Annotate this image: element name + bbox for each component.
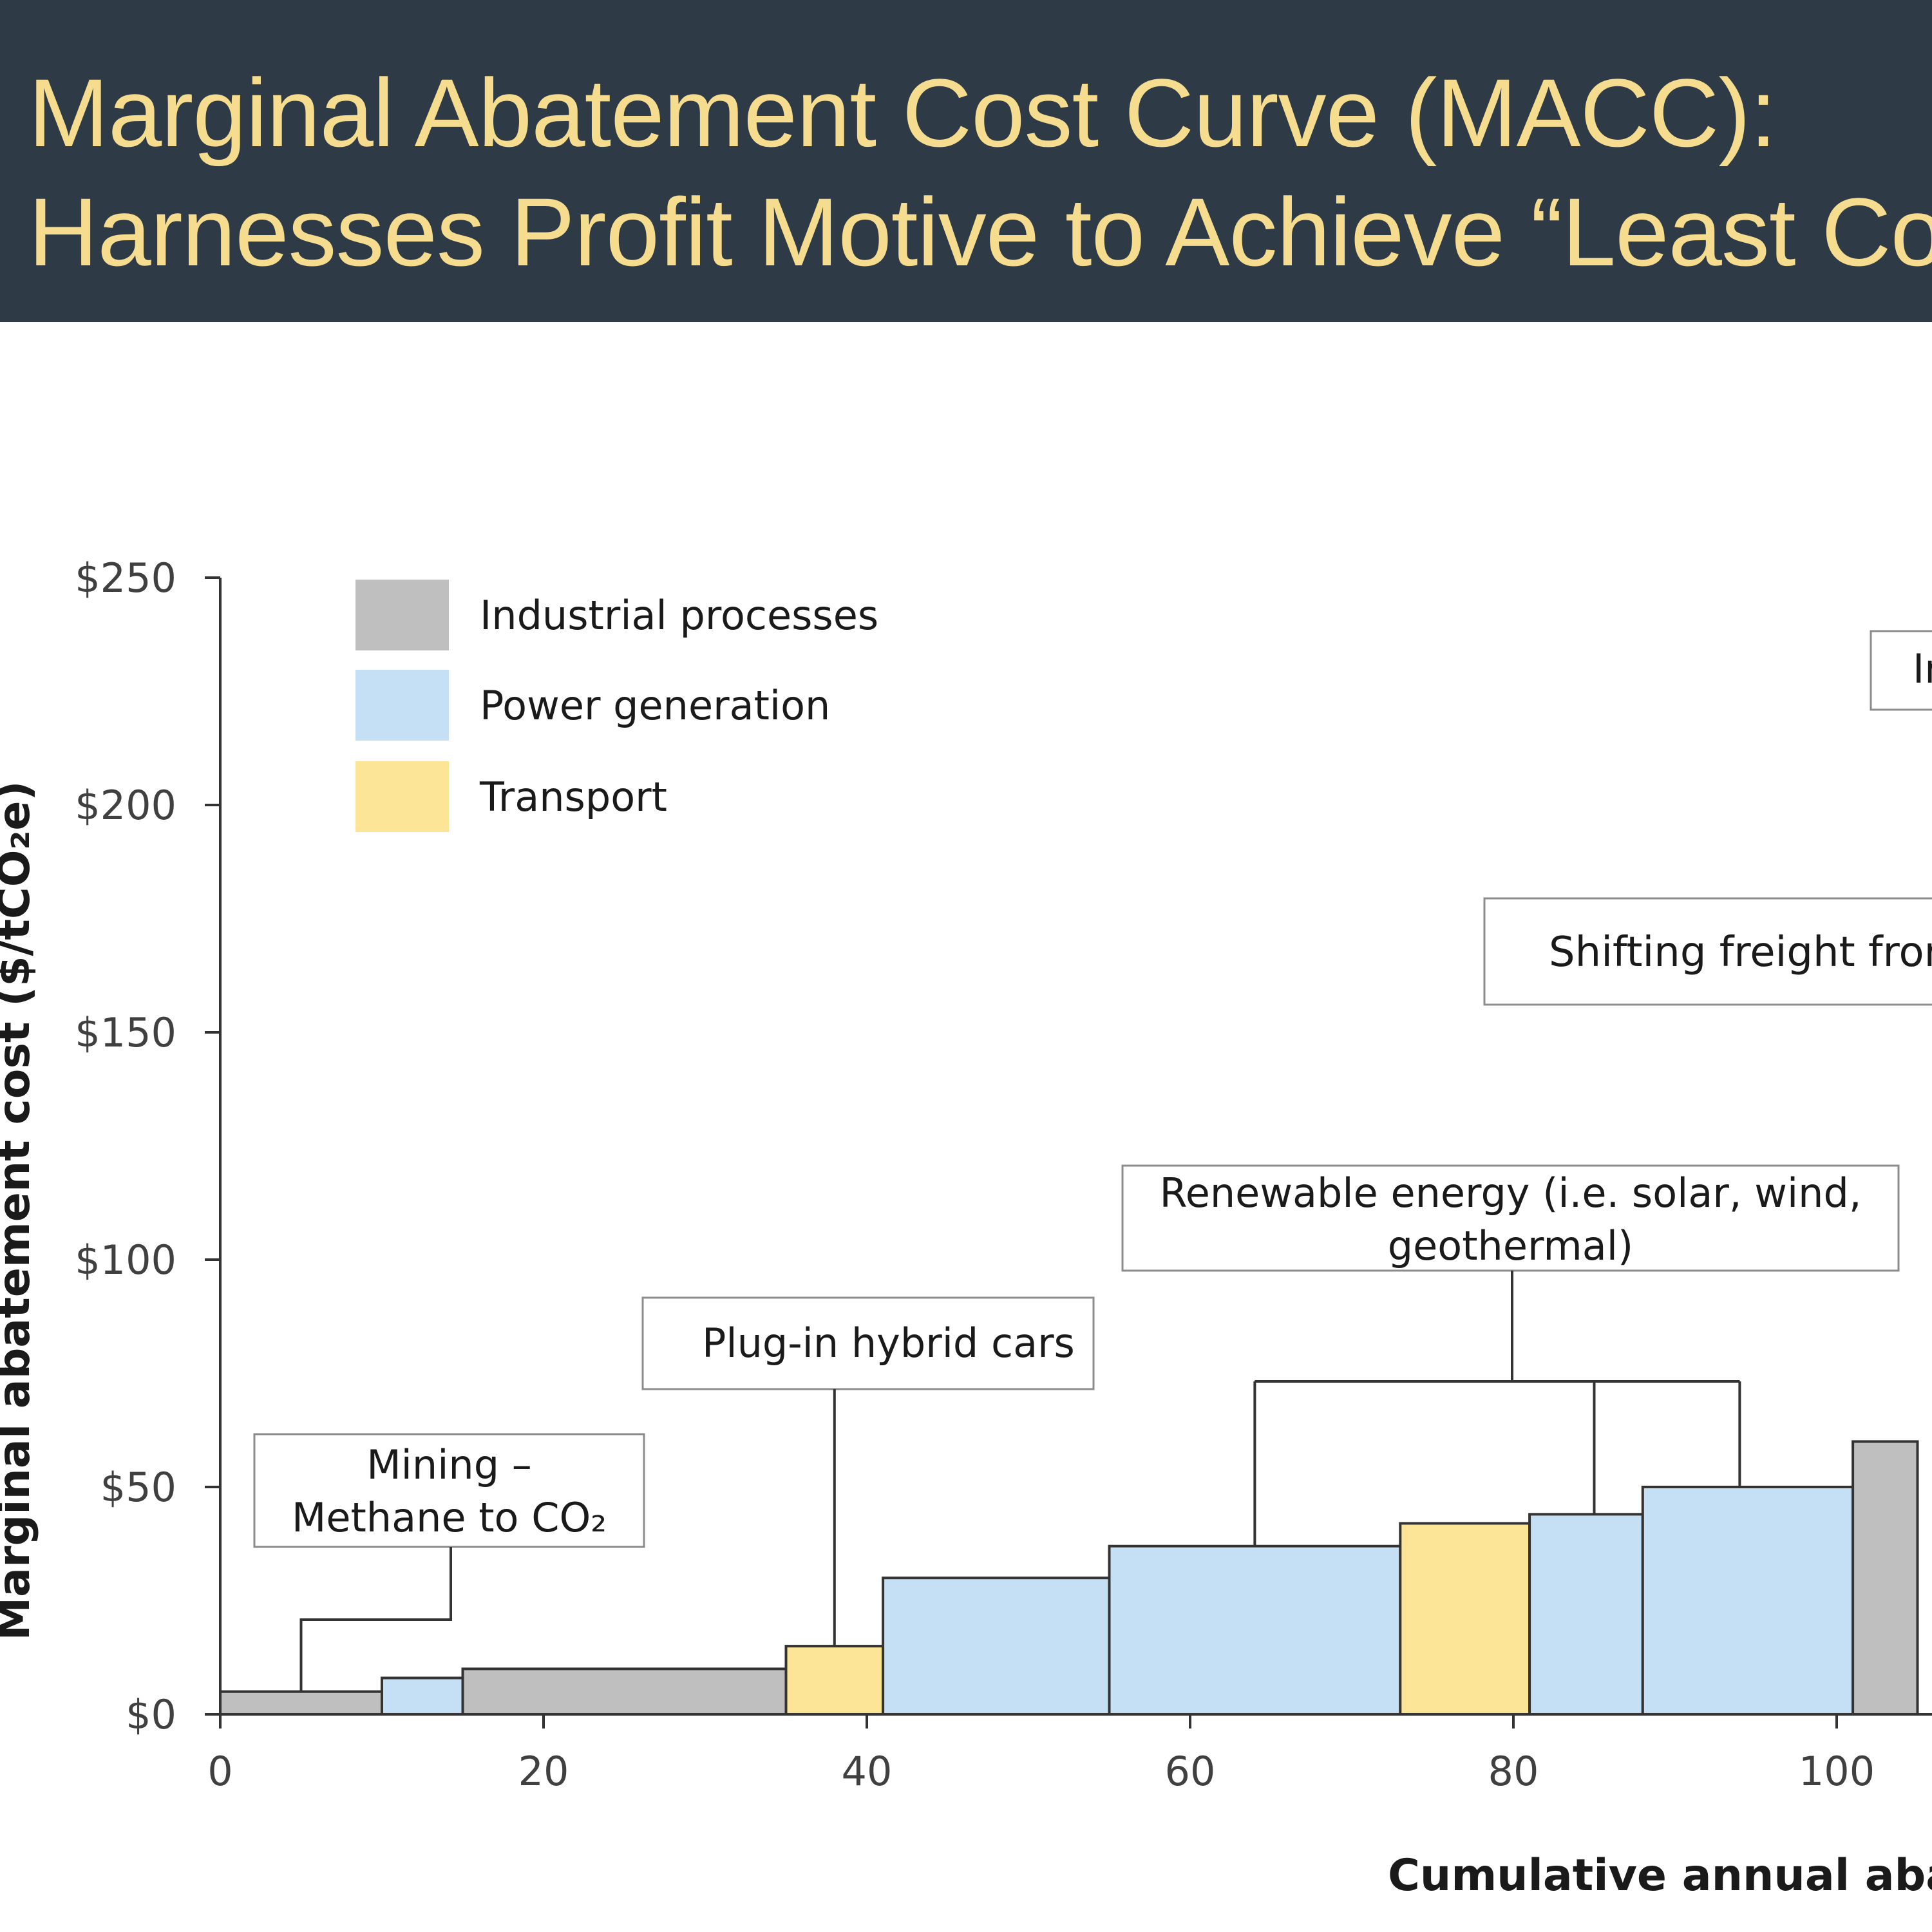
- callout-text: Methane to CO₂: [292, 1494, 607, 1541]
- macc-bar: [1399, 1522, 1531, 1716]
- callout-leader: [299, 1547, 452, 1692]
- macc-bar: [1641, 1486, 1855, 1716]
- legend-swatch: [355, 761, 449, 832]
- x-axis-title: Cumulative annual aba: [1388, 1850, 1932, 1901]
- callout-text: Renewable energy (i.e. solar, wind,: [1159, 1170, 1861, 1217]
- macc-bar: [784, 1645, 885, 1716]
- macc-bar: [1108, 1544, 1402, 1716]
- x-tick-label: 100: [1799, 1748, 1875, 1795]
- macc-bar: [461, 1667, 788, 1716]
- callout-box: [253, 1433, 645, 1548]
- legend-label: Industrial processes: [480, 592, 878, 639]
- slide-title-line-1: Marginal Abatement Cost Curve (MACC):: [28, 59, 1777, 167]
- y-tick-label: $200: [75, 782, 176, 829]
- callout-box: [1121, 1164, 1900, 1272]
- callout-box: [1483, 897, 1932, 1006]
- y-tick-label: $250: [75, 554, 176, 601]
- callout-text: Mining –: [366, 1441, 532, 1488]
- x-tick-label: 60: [1165, 1748, 1216, 1795]
- macc-bar: [882, 1577, 1111, 1716]
- legend-label: Transport: [479, 773, 667, 820]
- x-tick-label: 80: [1488, 1748, 1539, 1795]
- legend-label: Power generation: [480, 682, 830, 729]
- slide-header: Marginal Abatement Cost Curve (MACC): Ha…: [0, 0, 1932, 322]
- y-tick-label: $150: [75, 1009, 176, 1056]
- macc-bar: [1852, 1440, 1919, 1716]
- macc-bar: [219, 1690, 383, 1716]
- legend-swatch: [355, 670, 449, 741]
- x-tick-label: 20: [518, 1748, 569, 1795]
- y-tick-label: $50: [100, 1464, 176, 1511]
- callout-text: Plug-in hybrid cars: [702, 1320, 1075, 1367]
- macc-bar: [1528, 1513, 1644, 1716]
- callout-text: In: [1913, 645, 1932, 692]
- macc-bar: [381, 1676, 464, 1716]
- x-tick-label: 40: [842, 1748, 893, 1795]
- y-tick-label: $0: [126, 1691, 176, 1738]
- legend-swatch: [355, 580, 449, 650]
- slide-title-line-2: Harnesses Profit Motive to Achieve “Leas…: [28, 178, 1932, 286]
- callout-text: Shifting freight fron: [1549, 929, 1932, 976]
- x-tick-label: 0: [207, 1748, 232, 1795]
- callout-box: [641, 1296, 1095, 1390]
- y-tick-label: $100: [75, 1236, 176, 1283]
- callout-text: geothermal): [1388, 1222, 1633, 1269]
- y-axis-title: Marginal abatement cost ($/tCO₂e): [0, 781, 40, 1640]
- callout-box: [1870, 630, 1932, 711]
